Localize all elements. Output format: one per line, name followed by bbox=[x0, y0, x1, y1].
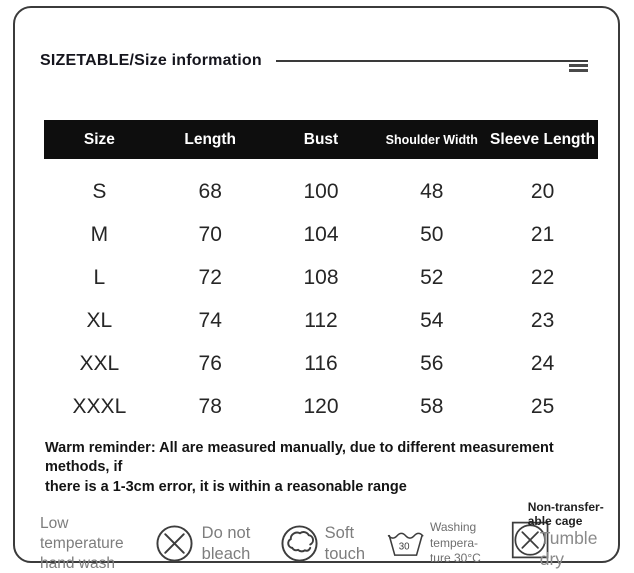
table-cell: 120 bbox=[303, 394, 339, 418]
table-cell: 76 bbox=[198, 351, 222, 375]
soft-touch-item: Soft touch bbox=[280, 523, 377, 563]
table-cell: 50 bbox=[420, 222, 444, 246]
table-cell: 22 bbox=[530, 265, 555, 289]
table-cell: 20 bbox=[530, 179, 555, 203]
washing-temperature-label: Washing tempera-ture 30°C bbox=[429, 520, 481, 566]
warm-reminder: Warm reminder: All are measured manually… bbox=[45, 439, 590, 497]
size-info-card: SIZETABLE/Size information Size Length B… bbox=[13, 6, 620, 572]
title-row: SIZETABLE/Size information bbox=[40, 50, 588, 72]
table-cell: 72 bbox=[198, 265, 222, 289]
table-cell: XL bbox=[86, 308, 113, 332]
table-header: Size Length Bust Shoulder Width Sleeve L… bbox=[44, 120, 598, 159]
non-transferable-cage-label: Non-transfer-able cage bbox=[527, 499, 604, 528]
do-not-bleach-item: Do not bleach bbox=[155, 523, 266, 563]
table-cell: 52 bbox=[420, 265, 444, 289]
table-cell: M bbox=[90, 222, 109, 246]
table-cell: XXXL bbox=[72, 394, 127, 418]
table-cell: 100 bbox=[303, 179, 339, 203]
warm-reminder-line2: there is a 1-3cm error, it is within a r… bbox=[45, 478, 407, 495]
washing-temperature-item: 30 Washing tempera-ture 30°C bbox=[387, 520, 508, 567]
table-row: L 72 108 52 22 bbox=[44, 256, 598, 299]
do-not-bleach-icon bbox=[156, 525, 193, 562]
washing-temperature-value: 30 bbox=[398, 542, 409, 553]
table-cell: L bbox=[93, 265, 106, 289]
care-instructions-row: Low temperature hand wash Do not bleach … bbox=[40, 500, 610, 573]
table-row: XXXL 78 120 58 25 bbox=[44, 385, 598, 428]
table-cell: 56 bbox=[420, 351, 444, 375]
drag-handle-icon bbox=[569, 64, 588, 74]
title-rule bbox=[275, 60, 588, 62]
table-row: XL 74 112 54 23 bbox=[44, 299, 598, 342]
hand-wash-label: Low temperature hand wash bbox=[40, 514, 124, 572]
table-cell: 54 bbox=[420, 308, 444, 332]
tumble-dry-icon bbox=[512, 521, 549, 559]
table-cell: 58 bbox=[420, 394, 444, 418]
table-cell: 112 bbox=[304, 308, 338, 332]
tumble-dry-labels: Non-transfer-able cage Tumble dry bbox=[527, 499, 610, 571]
tumble-dry-label: Tumble dry bbox=[539, 528, 598, 570]
page-title: SIZETABLE/Size information bbox=[40, 52, 262, 69]
table-cell: 25 bbox=[530, 394, 555, 418]
table-cell: 116 bbox=[304, 351, 338, 375]
table-row: S 68 100 48 20 bbox=[44, 170, 598, 213]
table-cell: 78 bbox=[198, 394, 222, 418]
table-cell: 74 bbox=[198, 308, 222, 332]
table-cell: 24 bbox=[530, 351, 555, 375]
column-header-sleeve-length: Sleeve Length bbox=[490, 130, 596, 148]
table-cell: 21 bbox=[530, 222, 555, 246]
table-row: M 70 104 50 21 bbox=[44, 213, 598, 256]
table-row: XXL 76 116 56 24 bbox=[44, 342, 598, 385]
table-cell: 23 bbox=[530, 308, 555, 332]
column-header-size: Size bbox=[83, 130, 115, 148]
soft-touch-label: Soft touch bbox=[324, 524, 366, 563]
warm-reminder-line1: Warm reminder: All are measured manually… bbox=[45, 440, 554, 476]
washing-temperature-icon: 30 bbox=[387, 532, 424, 557]
table-cell: XXL bbox=[79, 351, 120, 375]
column-header-length: Length bbox=[184, 130, 237, 148]
table-cell: 108 bbox=[303, 265, 339, 289]
table-cell: S bbox=[92, 179, 107, 203]
soft-touch-icon bbox=[281, 525, 318, 562]
table-cell: 68 bbox=[198, 179, 222, 203]
table-cell: 104 bbox=[303, 222, 339, 246]
table-cell: 70 bbox=[198, 222, 222, 246]
size-table-body: S 68 100 48 20 M 70 104 50 21 L 72 108 5… bbox=[44, 170, 598, 428]
do-not-bleach-label: Do not bleach bbox=[201, 524, 251, 563]
table-cell: 48 bbox=[420, 179, 444, 203]
column-header-shoulder-width: Shoulder Width bbox=[385, 132, 478, 147]
tumble-dry-item: Non-transfer-able cage Tumble dry bbox=[511, 500, 610, 571]
column-header-bust: Bust bbox=[303, 130, 339, 148]
